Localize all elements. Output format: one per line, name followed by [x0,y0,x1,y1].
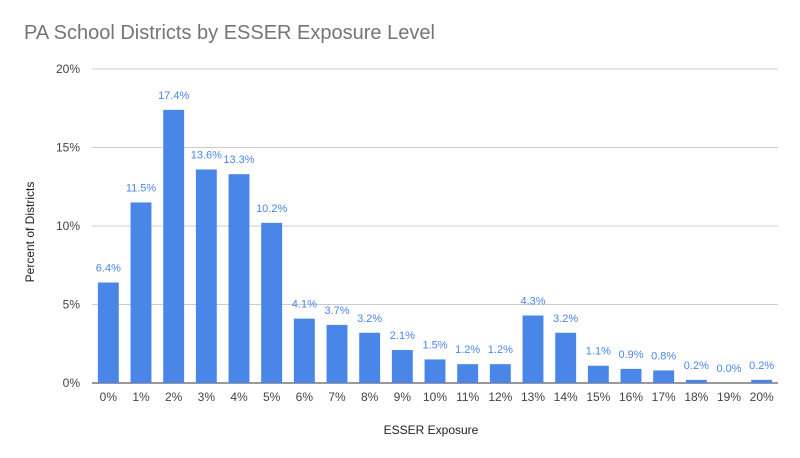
bar [130,202,152,383]
bar [489,364,511,383]
x-tick-label: 5% [263,390,281,404]
y-tick-label: 10% [56,219,80,233]
data-label: 0.9% [618,349,643,361]
bar [424,359,446,383]
x-tick-label: 3% [198,390,216,404]
bar [685,379,707,383]
data-label: 3.7% [324,305,349,317]
bar [359,332,381,383]
data-label: 3.2% [357,313,382,325]
bar [620,368,642,383]
data-label: 0.0% [716,363,741,375]
x-axis-title: ESSER Exposure [384,423,479,437]
bar [391,350,413,383]
x-tick-label: 11% [456,390,479,404]
x-tick-label: 17% [652,390,676,404]
bar [97,282,119,383]
bar [555,332,577,383]
x-tick-label: 8% [361,390,379,404]
y-tick-label: 5% [63,298,81,312]
chart-title: PA School Districts by ESSER Exposure Le… [24,22,435,44]
bar [163,109,185,383]
x-tick-label: 6% [296,390,314,404]
bar [457,364,479,383]
data-label: 1.5% [422,339,447,351]
data-label: 4.1% [292,299,317,311]
x-tick-label: 7% [328,390,346,404]
y-axis-title: Percent of Districts [23,182,37,283]
y-tick-label: 20% [56,62,80,76]
bar [195,169,217,383]
bar [522,315,544,383]
x-tick-labels: 0% 1% 2% 3% 4% 5% 6% 7% 8% 9% 10% 11% 12% 13% 14% 15% 16… [100,390,774,404]
bar [751,379,773,383]
data-label: 4.3% [520,295,545,307]
y-tick-label: 0% [63,376,81,390]
data-label: 17.4% [158,90,189,102]
data-label: 6.4% [96,263,121,275]
data-labels: 6.4% 11.5% 17.4% 13.6% 13.3% 10.2% 4.1% 3.7% 3.2… [96,90,775,375]
x-tick-label: 9% [394,390,412,404]
bar [587,365,609,383]
x-tick-label: 12% [488,390,512,404]
data-label: 3.2% [553,313,578,325]
grid-lines [92,68,778,384]
data-label: 1.2% [455,344,480,356]
data-label: 10.2% [256,203,287,215]
x-tick-label: 10% [423,390,447,404]
data-label: 11.5% [126,182,157,194]
data-label: 13.6% [191,149,222,161]
data-label: 0.2% [749,360,774,372]
bar [293,318,315,383]
x-tick-label: 20% [750,390,774,404]
x-tick-label: 2% [165,390,183,404]
x-tick-label: 0% [100,390,118,404]
x-tick-label: 13% [521,390,545,404]
data-label: 13.3% [223,154,254,166]
x-tick-label: 16% [619,390,643,404]
x-tick-label: 14% [554,390,578,404]
x-tick-label: 1% [132,390,150,404]
x-tick-label: 15% [586,390,610,404]
data-label: 0.2% [684,360,709,372]
x-tick-label: 19% [717,390,741,404]
data-label: 1.1% [586,346,611,358]
x-tick-label: 18% [684,390,708,404]
bar [326,324,348,383]
x-tick-label: 4% [230,390,248,404]
data-label: 2.1% [390,330,415,342]
bar [228,174,250,383]
bar [653,370,675,383]
y-tick-labels: 0% 5% 10% 15% 20% [56,62,80,390]
bar [261,222,283,383]
data-label: 0.8% [651,350,676,362]
bars [97,109,773,383]
data-label: 1.2% [488,344,513,356]
y-tick-label: 15% [56,141,80,155]
